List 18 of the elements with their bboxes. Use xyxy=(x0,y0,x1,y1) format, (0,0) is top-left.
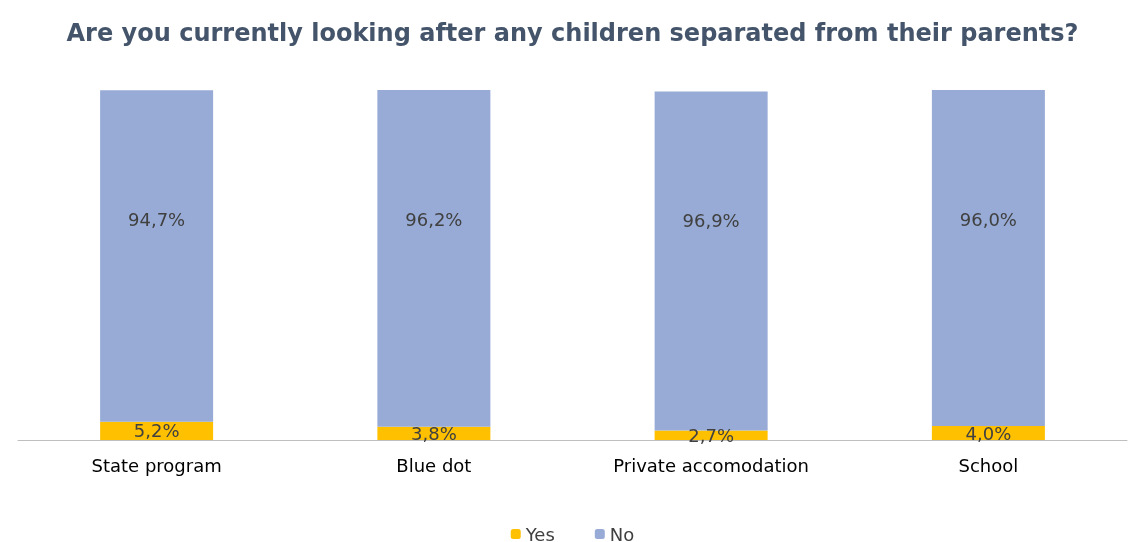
x-tick-label: Private accomodation xyxy=(613,454,810,476)
data-label: 5,2% xyxy=(133,420,180,442)
x-tick-label: Blue dot xyxy=(396,454,472,476)
legend-label: Yes xyxy=(524,523,555,542)
bar xyxy=(931,90,1045,426)
bar xyxy=(377,90,491,427)
chart-title: Are you currently looking after any children separated from their parents? xyxy=(66,19,1079,47)
x-tick-label: State program xyxy=(91,454,222,476)
data-label: 96,0% xyxy=(959,208,1017,230)
legend-label: No xyxy=(609,523,635,542)
data-label: 96,9% xyxy=(682,209,740,231)
bar xyxy=(100,90,214,422)
data-label: 3,8% xyxy=(411,422,457,444)
data-label: 96,2% xyxy=(405,208,463,230)
x-tick-label: School xyxy=(958,454,1019,476)
data-label: 94,7% xyxy=(128,208,186,230)
data-label: 4,0% xyxy=(965,422,1012,444)
bar xyxy=(654,91,768,431)
